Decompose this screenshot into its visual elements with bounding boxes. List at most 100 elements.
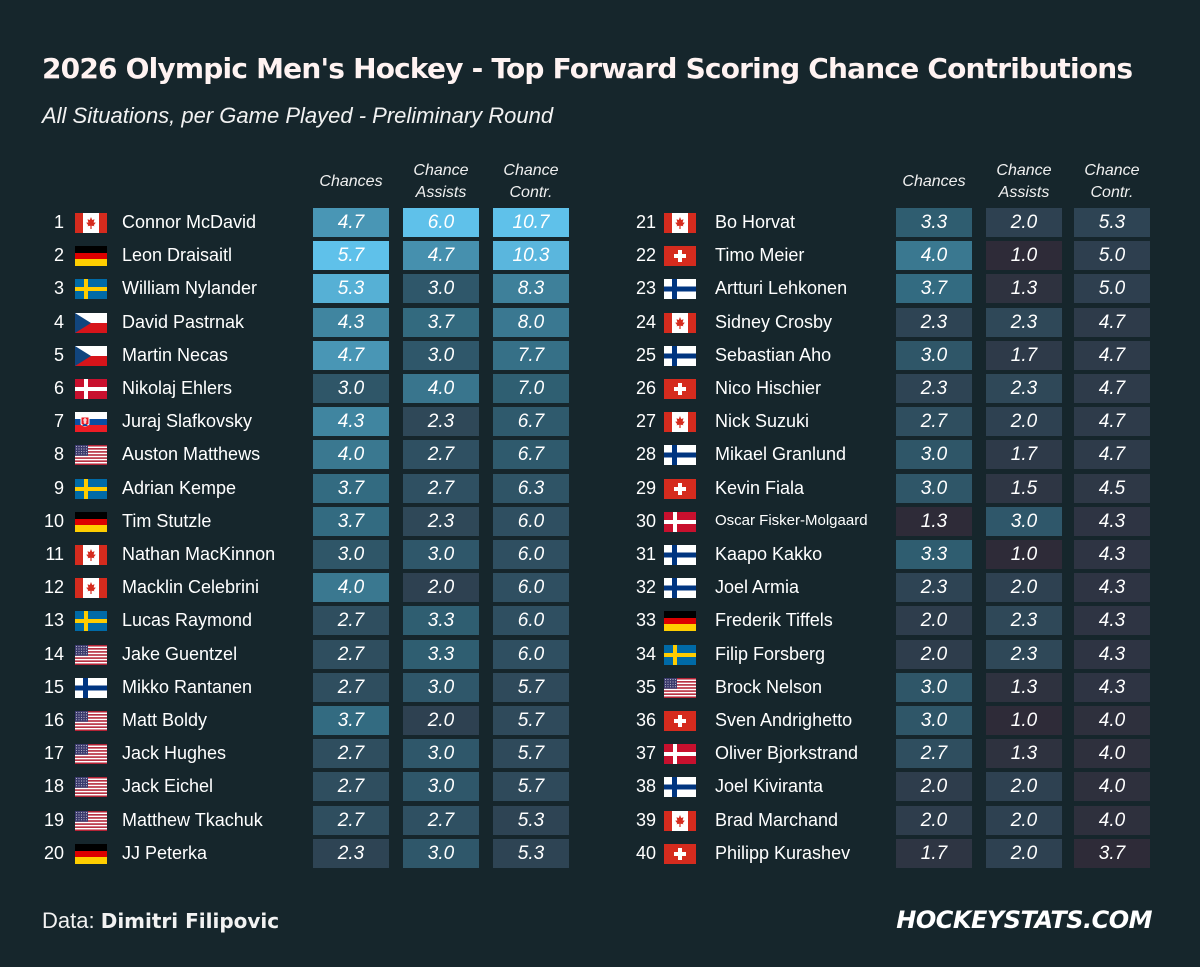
cell-chances: 2.7: [896, 407, 972, 437]
flag-den-icon: [75, 379, 107, 399]
player-name: Joel Kiviranta: [715, 776, 824, 797]
player-name: Joel Armia: [715, 577, 800, 598]
cell-contr: 4.3: [1074, 606, 1150, 636]
cell-assists: 2.0: [986, 805, 1062, 835]
rank-number: 18: [43, 776, 64, 797]
player-name: Auston Matthews: [122, 444, 261, 465]
rank-number: 5: [53, 344, 64, 365]
rank-number: 12: [43, 577, 64, 598]
flag-ger-icon: [75, 246, 107, 267]
flag-svk-icon: [75, 412, 107, 433]
player-name: Oliver Bjorkstrand: [715, 743, 859, 764]
flag-den-icon: [664, 744, 696, 765]
cell-chances: 3.0: [896, 340, 972, 370]
flag-usa-icon: [75, 810, 107, 831]
cell-contr: 6.3: [493, 473, 569, 503]
cell-assists: 2.0: [986, 573, 1062, 603]
flag-can-icon: [664, 412, 696, 433]
cell-chances: 3.7: [313, 506, 389, 536]
cell-assists: 2.0: [986, 208, 1062, 237]
cell-assists: 2.0: [986, 772, 1062, 802]
cell-chances: 4.7: [313, 208, 389, 237]
flag-sui-icon: [664, 246, 696, 267]
cell-assists: 3.0: [403, 540, 479, 569]
flag-ger-icon: [664, 611, 696, 632]
rank-number: 29: [635, 477, 656, 498]
player-name: Nico Hischier: [715, 378, 822, 398]
rank-number: 21: [635, 212, 656, 232]
cell-contr: 6.7: [493, 407, 569, 437]
player-name: Filip Forsberg: [715, 643, 826, 664]
cell-assists: 1.7: [986, 440, 1062, 470]
rank-number: 16: [43, 710, 64, 730]
player-name: Mikko Rantanen: [122, 676, 253, 697]
cell-chances: 4.7: [313, 340, 389, 370]
column-header-contr: Chance Contr.: [503, 162, 559, 201]
cell-chances: 3.7: [896, 274, 972, 304]
flag-cze-icon: [75, 345, 107, 366]
cell-assists: 1.0: [986, 540, 1062, 569]
cell-assists: 2.0: [403, 573, 479, 603]
cell-assists: 1.0: [986, 706, 1062, 735]
cell-chances: 3.7: [313, 473, 389, 503]
rank-number: 26: [635, 378, 656, 398]
flag-usa-icon: [75, 711, 107, 731]
rank-number: 7: [53, 411, 64, 432]
rank-number: 31: [635, 544, 656, 564]
cell-contr: 4.3: [1074, 672, 1150, 702]
player-name: Sebastian Aho: [715, 344, 832, 365]
player-name: JJ Peterka: [122, 842, 208, 863]
cell-contr: 5.7: [493, 772, 569, 802]
cell-assists: 3.3: [403, 639, 479, 669]
cell-assists: 1.0: [986, 241, 1062, 271]
player-name: Tim Stutzle: [122, 510, 212, 531]
flag-swe-icon: [75, 279, 107, 300]
cell-assists: 3.0: [403, 739, 479, 769]
cell-assists: 4.7: [403, 241, 479, 271]
player-name: Brock Nelson: [715, 676, 823, 697]
cell-contr: 5.7: [493, 706, 569, 735]
cell-assists: 1.5: [986, 473, 1062, 503]
cell-chances: 3.0: [896, 706, 972, 735]
player-name: Kaapo Kakko: [715, 544, 823, 564]
cell-chances: 3.0: [896, 473, 972, 503]
flag-fin-icon: [664, 578, 696, 599]
player-name: Macklin Celebrini: [122, 577, 260, 598]
cell-contr: 4.7: [1074, 374, 1150, 403]
rank-number: 13: [43, 610, 64, 631]
flag-ger-icon: [75, 511, 107, 532]
rank-number: 11: [45, 544, 64, 564]
rank-number: 2: [53, 245, 64, 266]
column-header-chances: Chances: [902, 173, 966, 190]
rank-number: 28: [635, 444, 656, 465]
rank-number: 20: [43, 842, 64, 863]
rank-number: 22: [635, 245, 656, 266]
flag-can-icon: [664, 312, 696, 333]
player-name: Nathan MacKinnon: [122, 544, 276, 564]
cell-assists: 1.3: [986, 672, 1062, 702]
cell-assists: 2.3: [403, 506, 479, 536]
rank-number: 33: [635, 610, 656, 631]
cell-assists: 2.0: [986, 407, 1062, 437]
cell-assists: 2.7: [403, 805, 479, 835]
cell-contr: 4.0: [1074, 805, 1150, 835]
cell-contr: 8.0: [493, 307, 569, 337]
flag-usa-icon: [75, 445, 107, 466]
rank-number: 10: [43, 510, 64, 531]
flag-usa-icon: [664, 677, 696, 698]
player-name: Artturi Lehkonen: [715, 278, 848, 299]
cell-contr: 5.7: [493, 672, 569, 702]
cell-assists: 2.7: [403, 440, 479, 470]
cell-assists: 3.0: [403, 340, 479, 370]
flag-fin-icon: [75, 677, 107, 698]
rank-number: 27: [635, 411, 656, 432]
cell-assists: 4.0: [403, 374, 479, 403]
cell-chances: 5.7: [313, 241, 389, 271]
cell-chances: 2.7: [313, 672, 389, 702]
cell-contr: 5.3: [493, 805, 569, 835]
cell-assists: 1.3: [986, 274, 1062, 304]
player-name: Timo Meier: [715, 245, 805, 266]
player-name: Jack Eichel: [122, 776, 214, 797]
cell-contr: 10.7: [493, 208, 569, 237]
data-credit: Data: Dimitri Filipovic: [42, 908, 279, 934]
